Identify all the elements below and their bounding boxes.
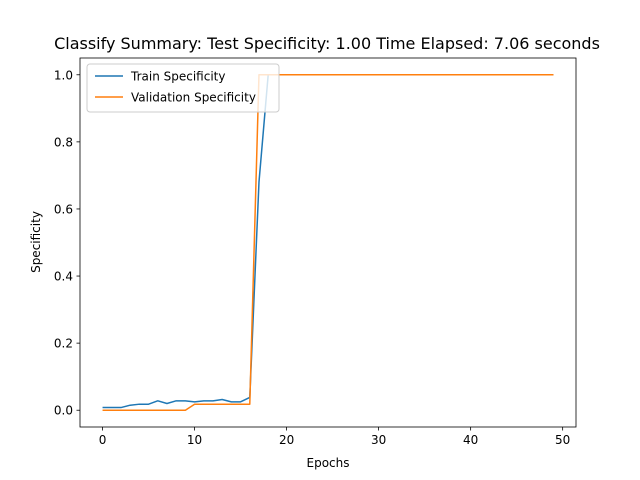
legend-box	[86, 63, 280, 113]
x-tick-label: 50	[555, 433, 570, 447]
y-tick-label: 0.4	[54, 270, 73, 284]
series-line-validation-specificity	[102, 74, 554, 411]
x-tick-label: 10	[187, 433, 202, 447]
plot-area: 0 10 20 30 40 50 0.0 0.2 0.4 0.6 0.8 1.0	[54, 57, 577, 447]
chart-title: Classify Summary: Test Specificity: 1.00…	[54, 34, 600, 53]
y-tick-label: 0.2	[54, 337, 73, 351]
legend: Train Specificity Validation Specificity	[86, 63, 280, 113]
y-tick-label: 0.6	[54, 202, 73, 216]
y-axis-label: Specificity	[29, 211, 43, 273]
axes-frame	[79, 57, 577, 428]
legend-entry-label: Train Specificity	[130, 70, 225, 84]
x-tick-label: 30	[371, 433, 386, 447]
x-axis-label: Epochs	[307, 456, 350, 470]
x-tick-label: 20	[279, 433, 294, 447]
x-tick-label: 0	[99, 433, 107, 447]
y-tick-label: 0.0	[54, 404, 73, 418]
y-tick-label: 1.0	[54, 68, 73, 82]
legend-entry-label: Validation Specificity	[131, 91, 256, 105]
x-tick-label: 40	[463, 433, 478, 447]
y-tick-label: 0.8	[54, 135, 73, 149]
